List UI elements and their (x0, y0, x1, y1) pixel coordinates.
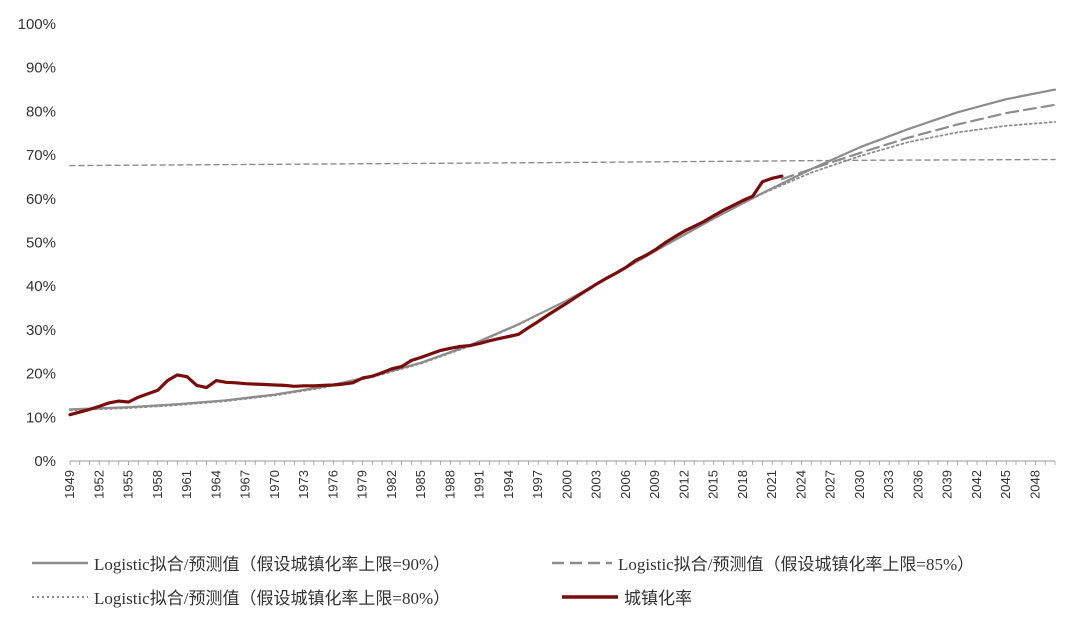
x-axis: 1949 1952 1955 1958 1961 1964 1967 1970 1973 1976… (62, 460, 1056, 499)
x-tick-label: 1976 (325, 470, 340, 499)
legend-swatch-dotted (32, 595, 88, 598)
series-actual-line (68, 174, 784, 417)
x-tick-label: 2030 (852, 470, 867, 499)
series-fit-90-line (68, 88, 1057, 411)
x-tick-label: 1979 (355, 470, 370, 499)
x-tick-label: 1970 (267, 470, 282, 499)
y-tick-label: 40% (26, 278, 56, 295)
x-tick-label: 2003 (589, 470, 604, 499)
x-tick-label: 1994 (501, 470, 516, 499)
x-tick-label: 2015 (706, 470, 721, 499)
legend-label-fit-90: Logistic拟合/预测值（假设城镇化率上限=90%） (94, 555, 451, 574)
y-tick-label: 0% (34, 453, 56, 470)
x-tick-label: 2009 (647, 470, 662, 499)
legend-label-fit-80: Logistic拟合/预测值（假设城镇化率上限=80%） (94, 589, 451, 608)
x-tick-label: 2021 (764, 470, 779, 499)
x-tick-label: 1958 (150, 470, 165, 499)
x-tick-label: 2027 (823, 470, 838, 499)
x-tick-label: 2042 (969, 470, 984, 499)
legend-item-fit-85: Logistic拟合/预测值（假设城镇化率上限=85%） (550, 550, 974, 575)
legend-item-actual: 城镇化率 (560, 584, 692, 609)
x-tick-label: 2012 (676, 470, 691, 499)
x-tick-label: 2000 (559, 470, 574, 499)
x-tick-label: 2033 (881, 470, 896, 499)
x-tick-label: 2048 (1027, 470, 1042, 499)
legend-swatch-dashed (552, 561, 612, 564)
y-tick-label: 90% (26, 60, 56, 77)
y-tick-label: 50% (26, 235, 56, 252)
legend-swatch-actual (562, 594, 618, 599)
x-tick-label: 2018 (735, 470, 750, 499)
y-tick-label: 80% (26, 103, 56, 120)
x-tick-label: 1955 (121, 470, 136, 499)
x-tick-label: 1985 (413, 470, 428, 499)
reference-dashed-line (69, 158, 1056, 167)
series-lines (68, 88, 1057, 417)
x-tick-label: 2039 (940, 470, 955, 499)
x-tick-label: 2006 (618, 470, 633, 499)
x-tick-label: 1991 (472, 470, 487, 499)
x-tick-label: 1967 (238, 470, 253, 499)
x-tick-label: 1997 (530, 470, 545, 499)
legend-item-fit-80: Logistic拟合/预测值（假设城镇化率上限=80%） (30, 584, 450, 609)
x-tick-label: 1961 (179, 470, 194, 499)
x-tick-label: 1973 (296, 470, 311, 499)
x-tick-label: 2036 (910, 470, 925, 499)
legend-label-fit-85: Logistic拟合/预测值（假设城镇化率上限=85%） (618, 555, 975, 574)
x-tick-label: 1982 (384, 470, 399, 499)
x-tick-label: 1949 (62, 470, 77, 499)
y-tick-label: 20% (26, 366, 56, 383)
x-tick-label: 2024 (793, 470, 808, 499)
y-axis-ticks: 0% 10% 20% 30% 40% 50% 60% 70% 80% 90% 100% (18, 16, 56, 470)
legend-label-actual: 城镇化率 (624, 589, 692, 608)
y-tick-label: 100% (18, 16, 56, 33)
y-tick-label: 30% (26, 322, 56, 339)
y-tick-label: 70% (26, 147, 56, 164)
legend-item-fit-90: Logistic拟合/预测值（假设城镇化率上限=90%） (30, 550, 450, 575)
legend-swatch-solid (32, 561, 88, 564)
x-tick-label: 1952 (91, 470, 106, 499)
x-tick-label: 1964 (208, 470, 223, 499)
y-tick-label: 10% (26, 409, 56, 426)
x-tick-label: 2045 (998, 470, 1013, 499)
x-tick-label: 1988 (442, 470, 457, 499)
series-fit-85-line (780, 103, 1057, 181)
y-tick-label: 60% (26, 191, 56, 208)
